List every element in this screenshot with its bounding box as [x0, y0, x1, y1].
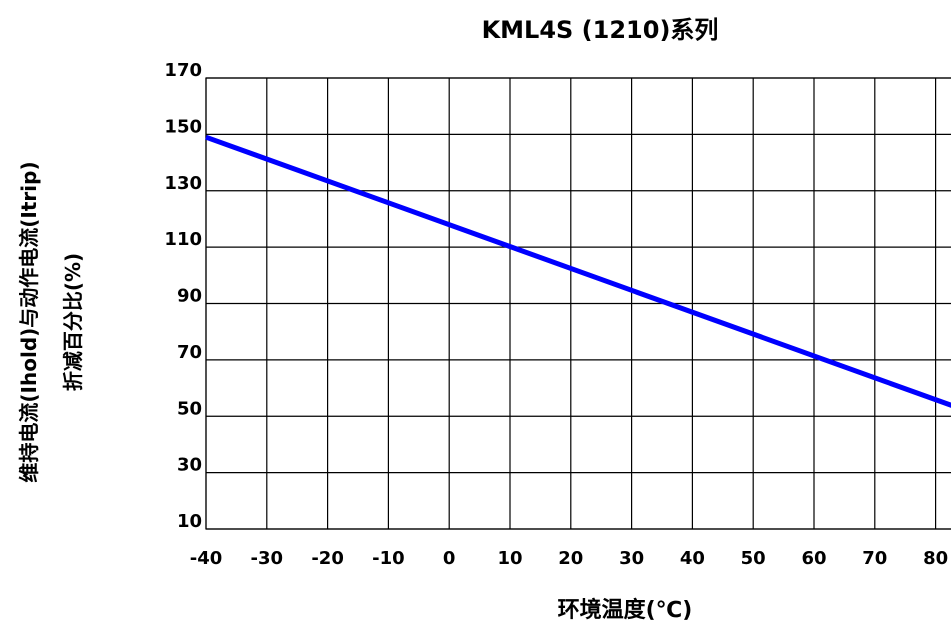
y-tick-label: 150: [164, 116, 202, 137]
y-axis-ticks: 170 150 130 110 90 70 50 30 10: [164, 60, 202, 532]
x-tick-label: 40: [680, 548, 705, 569]
x-tick-label: -10: [372, 548, 405, 569]
y-tick-label: 50: [177, 398, 202, 419]
y-tick-label: 10: [177, 511, 202, 532]
y-tick-label: 170: [164, 60, 202, 81]
x-tick-label: 10: [497, 548, 522, 569]
y-tick-label: 110: [164, 229, 202, 250]
x-tick-label: 30: [619, 548, 644, 569]
x-tick-label: 80: [923, 548, 948, 569]
x-tick-label: -20: [311, 548, 344, 569]
series-line: [205, 134, 951, 408]
y-axis-label-line2: 折减百分比(%): [61, 253, 85, 391]
x-axis-label: 环境温度(℃): [558, 597, 693, 623]
x-tick-label: 70: [862, 548, 887, 569]
y-tick-label: 90: [177, 286, 202, 307]
y-tick-label: 70: [177, 342, 202, 363]
x-tick-label: 60: [801, 548, 826, 569]
x-tick-label: 50: [741, 548, 766, 569]
grid: [205, 77, 951, 530]
x-axis-ticks: -40 -30 -20 -10 0 10 20 30 40 50 60 70 80: [190, 548, 948, 569]
x-tick-label: 0: [443, 548, 456, 569]
y-axis-label-line1: 维持电流(Ihold)与动作电流(Itrip): [17, 161, 41, 482]
y-tick-label: 130: [164, 173, 202, 194]
x-tick-label: 20: [558, 548, 583, 569]
chart-title: KML4S (1210)系列: [482, 16, 719, 44]
y-tick-label: 30: [177, 455, 202, 476]
x-tick-label: -30: [251, 548, 284, 569]
series-layer: [205, 134, 951, 408]
x-tick-label: -40: [190, 548, 223, 569]
